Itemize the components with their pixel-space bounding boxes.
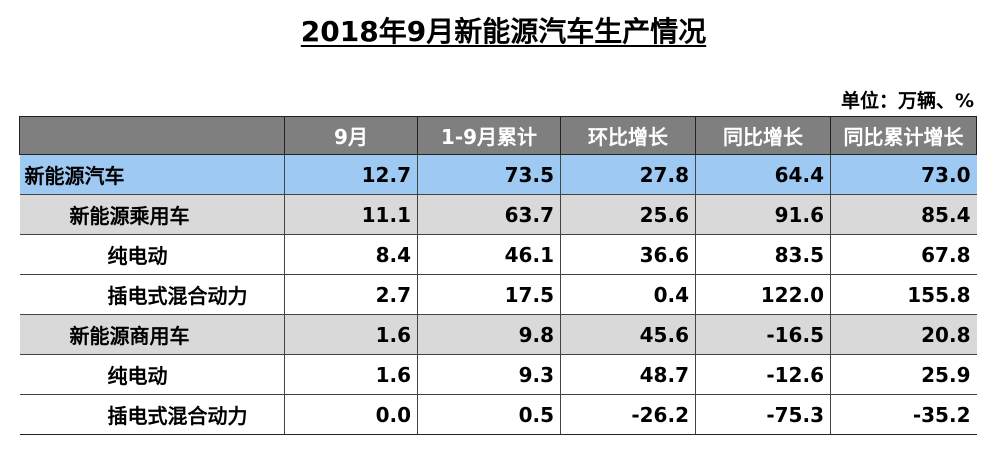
table-cell: 0.4: [560, 274, 696, 315]
table-cell: 17.5: [417, 274, 561, 315]
table-row: 纯电动 1.6 9.3 48.7 -12.6 25.9: [19, 354, 977, 395]
table-cell: -26.2: [560, 394, 696, 435]
table-cell: 73.5: [417, 154, 561, 195]
table-row: 插电式混合动力 2.7 17.5 0.4 122.0 155.8: [19, 274, 977, 315]
table-cell: 25.9: [830, 354, 977, 395]
table-cell: 64.4: [695, 154, 831, 195]
table-cell: 122.0: [695, 274, 831, 315]
table-cell: 45.6: [560, 314, 696, 355]
table-cell: 2.7: [284, 274, 418, 315]
row-label: 新能源商用车: [19, 314, 285, 355]
table-cell: 67.8: [830, 234, 977, 275]
table-cell: 73.0: [830, 154, 977, 195]
header-cell: 同比增长: [695, 116, 831, 155]
table-row: 新能源汽车 12.7 73.5 27.8 64.4 73.0: [19, 154, 977, 195]
header-cell: 环比增长: [560, 116, 696, 155]
table-cell: -16.5: [695, 314, 831, 355]
row-label: 插电式混合动力: [19, 394, 285, 435]
header-row: 9月 1-9月累计 环比增长 同比增长 同比累计增长: [19, 116, 977, 155]
header-cell: 同比累计增长: [830, 116, 977, 155]
table-row: 新能源乘用车 11.1 63.7 25.6 91.6 85.4: [19, 194, 977, 235]
table-cell: 9.3: [417, 354, 561, 395]
unit-label: 单位：万辆、%: [840, 90, 974, 112]
header-cell: 9月: [284, 116, 418, 155]
table-cell: 12.7: [284, 154, 418, 195]
table-cell: 1.6: [284, 354, 418, 395]
table-row: 插电式混合动力 0.0 0.5 -26.2 -75.3 -35.2: [19, 394, 977, 435]
header-cell: 1-9月累计: [417, 116, 561, 155]
table-cell: 20.8: [830, 314, 977, 355]
table-cell: 91.6: [695, 194, 831, 235]
table-cell: 1.6: [284, 314, 418, 355]
table-cell: 36.6: [560, 234, 696, 275]
table-cell: -12.6: [695, 354, 831, 395]
table-cell: -35.2: [830, 394, 977, 435]
table-cell: 0.0: [284, 394, 418, 435]
table-cell: 11.1: [284, 194, 418, 235]
table-body: 新能源汽车 12.7 73.5 27.8 64.4 73.0 新能源乘用车 11.1 63.7 2…: [19, 154, 977, 435]
table-row: 纯电动 8.4 46.1 36.6 83.5 67.8: [19, 234, 977, 275]
page-title-text: 2018年9月新能源汽车生产情况: [300, 15, 707, 48]
table-header: 9月 1-9月累计 环比增长 同比增长 同比累计增长: [19, 116, 977, 155]
table-cell: 9.8: [417, 314, 561, 355]
table-cell: 46.1: [417, 234, 561, 275]
table-cell: 0.5: [417, 394, 561, 435]
row-label: 纯电动: [19, 234, 285, 275]
row-label: 纯电动: [19, 354, 285, 395]
row-label: 新能源乘用车: [19, 194, 285, 235]
table-cell: 8.4: [284, 234, 418, 275]
table-cell: 25.6: [560, 194, 696, 235]
table-cell: 155.8: [830, 274, 977, 315]
page-title: 2018年9月新能源汽车生产情况: [0, 10, 1007, 50]
row-label: 插电式混合动力: [19, 274, 285, 315]
table-row: 新能源商用车 1.6 9.8 45.6 -16.5 20.8: [19, 314, 977, 355]
table-cell: -75.3: [695, 394, 831, 435]
table-cell: 85.4: [830, 194, 977, 235]
table-cell: 83.5: [695, 234, 831, 275]
table-cell: 48.7: [560, 354, 696, 395]
header-cell: [19, 116, 285, 155]
production-table: 9月 1-9月累计 环比增长 同比增长 同比累计增长 新能源汽车 12.7 73.5…: [19, 116, 977, 435]
row-label: 新能源汽车: [19, 154, 285, 195]
table-cell: 27.8: [560, 154, 696, 195]
table-cell: 63.7: [417, 194, 561, 235]
